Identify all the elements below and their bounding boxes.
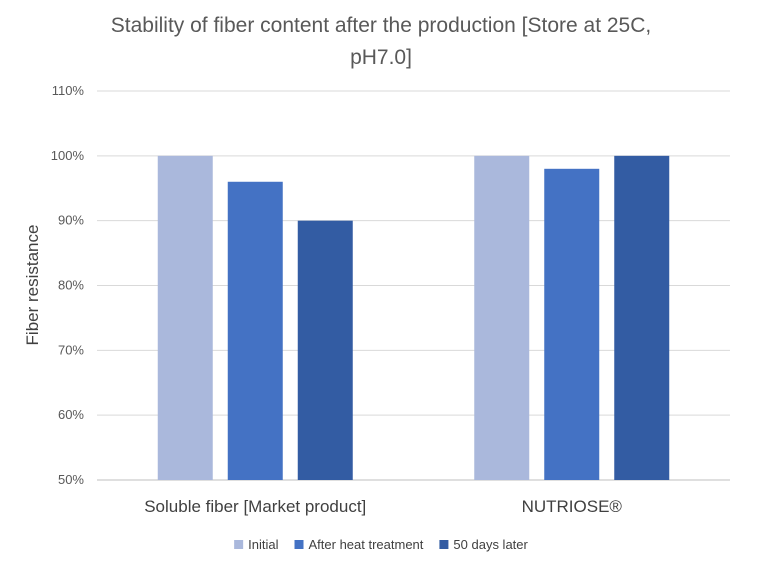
y-tick-label: 100% bbox=[51, 148, 85, 163]
legend-label: After heat treatment bbox=[309, 537, 424, 552]
bar bbox=[614, 155, 670, 481]
y-axis-label: Fiber resistance bbox=[23, 225, 42, 346]
category-label: Soluble fiber [Market product] bbox=[144, 497, 366, 516]
chart-title-line-1: Stability of fiber content after the pro… bbox=[110, 14, 652, 37]
legend-label: Initial bbox=[248, 537, 278, 552]
legend: Initial After heat treatment 50 days later bbox=[234, 537, 529, 552]
y-tick-label: 60% bbox=[58, 407, 84, 422]
bar bbox=[474, 155, 530, 481]
bar bbox=[544, 168, 600, 481]
category-labels: Soluble fiber [Market product] NUTRIOSE® bbox=[144, 497, 622, 516]
bars bbox=[157, 155, 670, 481]
legend-swatch bbox=[234, 540, 244, 549]
y-tick-label: 80% bbox=[58, 278, 84, 293]
y-tick-label: 90% bbox=[58, 213, 84, 228]
legend-swatch bbox=[439, 540, 449, 549]
legend-swatch bbox=[294, 540, 304, 549]
chart-title-line-2: pH7.0] bbox=[350, 46, 412, 69]
bar bbox=[297, 220, 353, 480]
legend-label: 50 days later bbox=[453, 537, 528, 552]
y-tick-label: 110% bbox=[52, 83, 85, 98]
y-tick-label: 50% bbox=[58, 472, 84, 487]
bar bbox=[157, 155, 213, 481]
bar bbox=[227, 181, 283, 480]
y-tick-labels: 50% 60% 70% 80% 90% 100% 110% bbox=[51, 83, 85, 487]
category-label: NUTRIOSE® bbox=[522, 497, 623, 516]
y-tick-label: 70% bbox=[58, 342, 84, 357]
